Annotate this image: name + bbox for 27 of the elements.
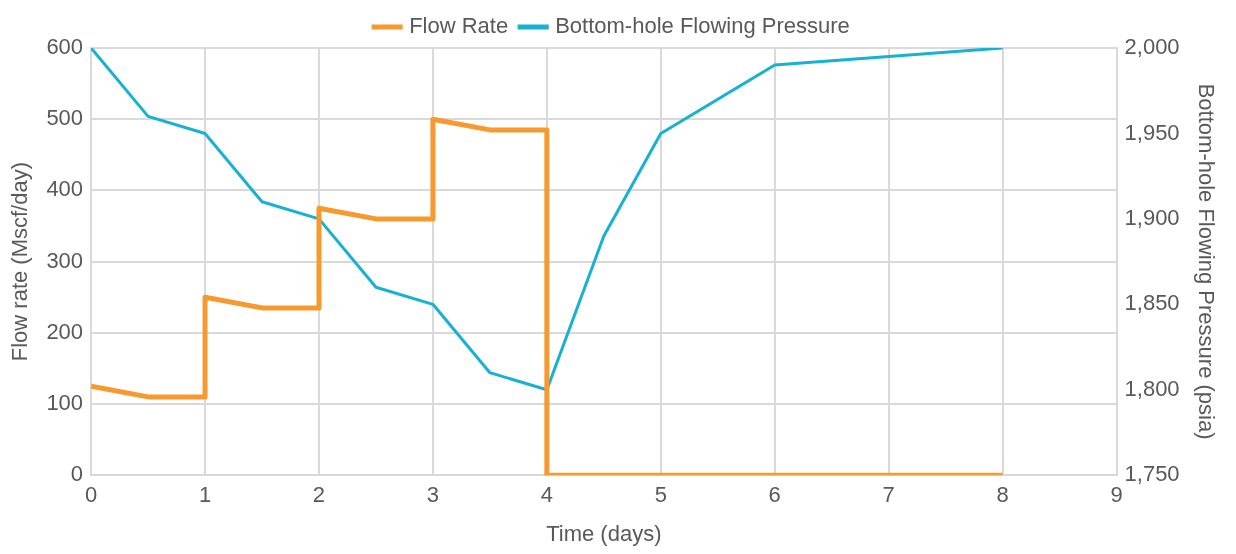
y-tick-label: 300 xyxy=(46,247,84,273)
legend-label: Flow Rate xyxy=(409,13,509,39)
y2-tick-label: 1,800 xyxy=(1124,375,1180,401)
y-tick-label: 600 xyxy=(46,34,84,60)
y-tick-label: 400 xyxy=(46,176,84,202)
x-tick-label: 1 xyxy=(198,482,212,508)
y-axis-title: Flow rate (Mscf/day) xyxy=(7,161,33,362)
x-tick-label: 7 xyxy=(882,482,895,508)
x-axis-title: Time (days) xyxy=(546,520,662,546)
y2-axis-title: Bottom-hole Flowing Pressure (psia) xyxy=(1193,83,1219,440)
y2-tick-label: 1,750 xyxy=(1124,461,1180,487)
x-tick-label: 3 xyxy=(426,482,440,508)
y-tick-label: 100 xyxy=(46,390,84,416)
y-tick-label: 200 xyxy=(46,318,84,344)
y-tick-label: 0 xyxy=(70,461,84,487)
y2-tick-label: 2,000 xyxy=(1124,34,1180,60)
x-tick-label: 6 xyxy=(768,482,781,508)
x-tick-label: 8 xyxy=(996,482,1009,508)
y2-tick-label: 1,850 xyxy=(1124,290,1180,316)
y2-tick-label: 1,950 xyxy=(1124,119,1180,145)
x-tick-label: 4 xyxy=(540,482,553,508)
x-tick-label: 2 xyxy=(312,482,326,508)
x-tick-label: 5 xyxy=(654,482,667,508)
x-tick-label: 9 xyxy=(1110,482,1123,508)
y-tick-label: 500 xyxy=(46,105,84,131)
y2-tick-label: 1,900 xyxy=(1124,204,1180,230)
legend-label: Bottom-hole Flowing Pressure xyxy=(555,13,850,39)
